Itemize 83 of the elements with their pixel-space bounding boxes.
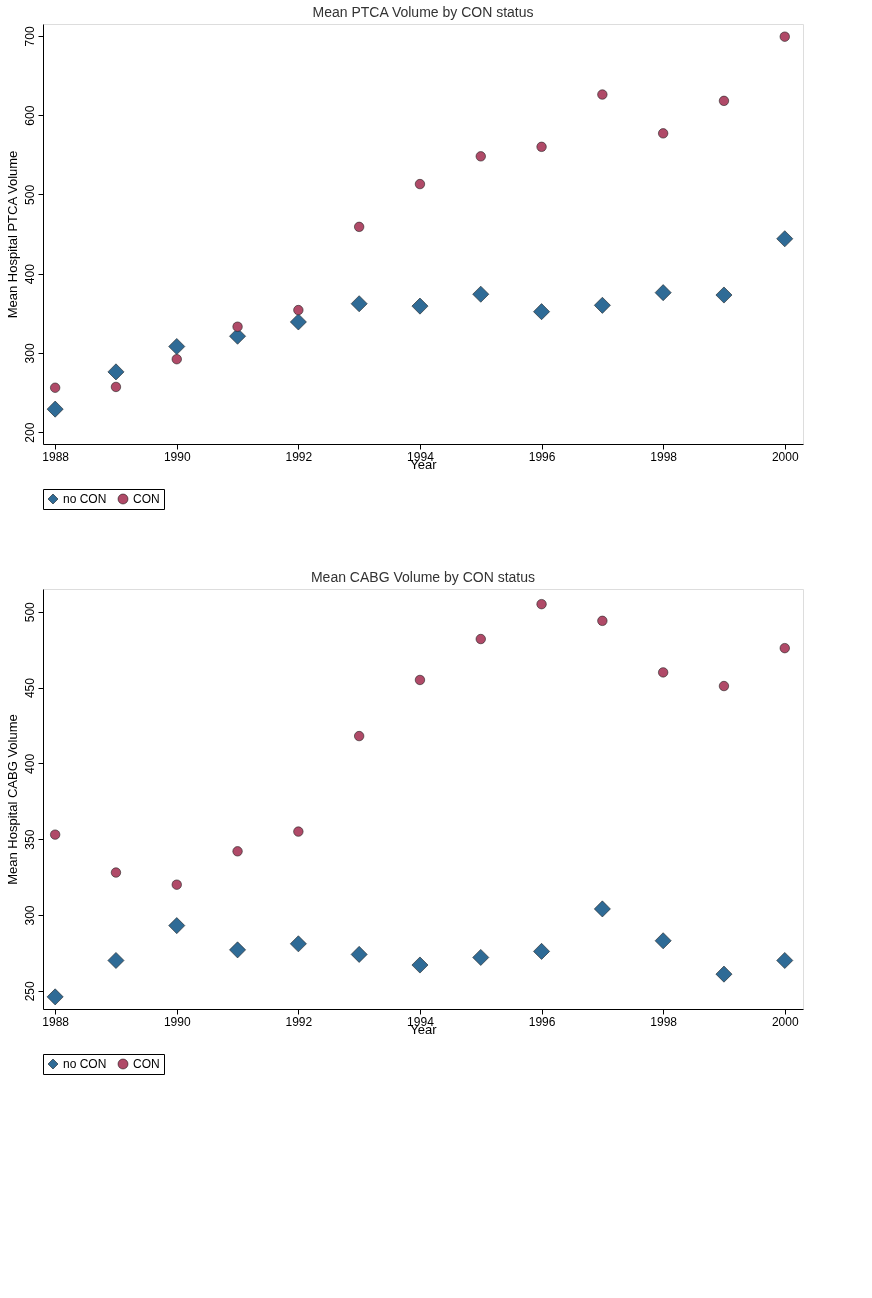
x-tick-label: 1998 bbox=[650, 1014, 678, 1029]
point bbox=[350, 946, 368, 963]
y-axis-title: Mean Hospital CABG Volume bbox=[4, 714, 20, 885]
point bbox=[50, 382, 61, 393]
legend-label: CON bbox=[133, 1057, 160, 1071]
point bbox=[232, 846, 243, 857]
point bbox=[354, 731, 365, 742]
point bbox=[594, 900, 611, 918]
point bbox=[718, 95, 729, 106]
y-tick-label: 350 bbox=[22, 829, 37, 850]
y-tick-label: 400 bbox=[22, 263, 37, 285]
x-tick-label: 1990 bbox=[163, 449, 191, 464]
point bbox=[475, 634, 486, 645]
x-tick-label: 2000 bbox=[771, 1014, 799, 1029]
point bbox=[658, 128, 669, 139]
point bbox=[414, 179, 425, 190]
x-tick-label: 1988 bbox=[42, 449, 70, 464]
point bbox=[110, 381, 121, 392]
point bbox=[107, 363, 125, 381]
point bbox=[232, 321, 243, 332]
point bbox=[472, 285, 490, 303]
point bbox=[293, 826, 304, 837]
point bbox=[594, 296, 611, 314]
x-tick-label: 1992 bbox=[285, 449, 313, 464]
point bbox=[533, 303, 550, 321]
point bbox=[715, 965, 733, 983]
x-tick-label: 1998 bbox=[650, 449, 678, 464]
chart-title: Mean CABG Volume by CON status bbox=[310, 569, 536, 585]
point bbox=[414, 674, 425, 686]
point bbox=[168, 917, 186, 934]
point bbox=[779, 643, 790, 654]
point bbox=[46, 400, 64, 418]
point bbox=[411, 297, 429, 315]
point bbox=[536, 599, 547, 610]
point bbox=[776, 952, 794, 969]
point bbox=[50, 829, 61, 840]
point bbox=[654, 284, 672, 301]
y-tick-label: 400 bbox=[22, 753, 37, 774]
point bbox=[293, 305, 304, 316]
point bbox=[411, 956, 429, 974]
chart-title: Mean PTCA Volume by CON status bbox=[312, 4, 534, 20]
point bbox=[171, 879, 182, 890]
point bbox=[715, 286, 733, 304]
point bbox=[597, 89, 608, 100]
x-tick-label: 1996 bbox=[528, 449, 556, 464]
y-tick-label: 300 bbox=[22, 343, 37, 364]
point bbox=[475, 151, 486, 162]
point bbox=[533, 943, 550, 960]
point bbox=[110, 867, 121, 878]
point bbox=[536, 141, 547, 152]
y-tick-label: 300 bbox=[22, 905, 37, 926]
point bbox=[472, 949, 490, 966]
legend-label: CON bbox=[133, 492, 160, 506]
point bbox=[354, 221, 365, 232]
y-axis-title: Mean Hospital PTCA Volume bbox=[4, 150, 20, 319]
legend-label: no CON bbox=[63, 492, 107, 506]
point bbox=[229, 941, 246, 959]
y-tick-label: 500 bbox=[22, 184, 37, 205]
x-tick-label: 1996 bbox=[528, 1014, 556, 1029]
point bbox=[654, 932, 672, 950]
point bbox=[776, 230, 794, 248]
x-tick-label: 1990 bbox=[163, 1014, 191, 1029]
point bbox=[290, 935, 307, 953]
point bbox=[46, 988, 64, 1006]
point bbox=[718, 681, 729, 692]
x-tick-label: 2000 bbox=[771, 449, 799, 464]
y-tick-label: 600 bbox=[22, 105, 37, 126]
x-tick-label: 1988 bbox=[42, 1014, 70, 1029]
point bbox=[779, 31, 790, 42]
point bbox=[658, 667, 669, 678]
y-tick-label: 700 bbox=[22, 26, 37, 47]
point bbox=[107, 952, 125, 969]
x-tick-label: 1992 bbox=[285, 1014, 313, 1029]
point bbox=[171, 354, 182, 365]
y-tick-label: 250 bbox=[22, 980, 37, 1002]
point bbox=[168, 338, 186, 355]
legend-label: no CON bbox=[63, 1057, 107, 1071]
y-tick-label: 200 bbox=[22, 422, 37, 443]
point bbox=[290, 313, 307, 331]
point bbox=[597, 615, 608, 626]
y-tick-label: 500 bbox=[22, 601, 37, 623]
point bbox=[350, 295, 368, 313]
y-tick-label: 450 bbox=[22, 677, 37, 699]
